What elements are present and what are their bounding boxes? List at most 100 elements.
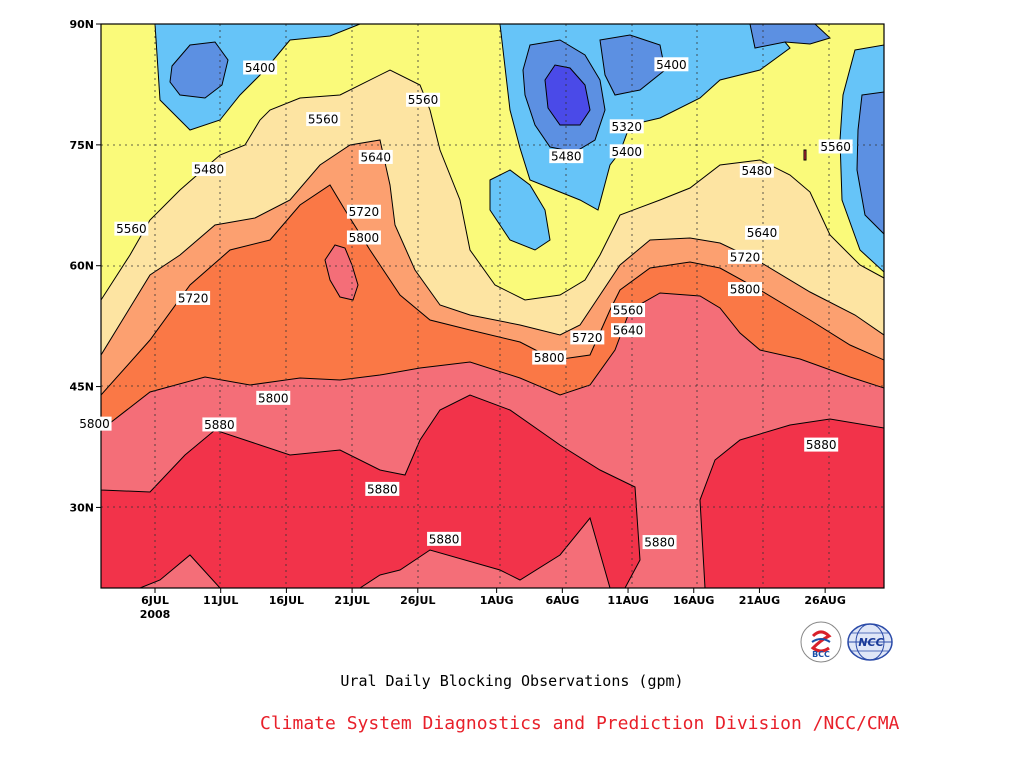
plot-frame <box>100 23 885 589</box>
contour-label: 5720 <box>346 204 381 219</box>
contour-label: 5560 <box>818 139 853 154</box>
x-tick-label: 16JUL <box>269 594 304 607</box>
field-5320 <box>169 24 884 235</box>
contour-label-text: 5880 <box>204 418 235 432</box>
contour-label-bg <box>306 112 341 127</box>
y-tick-label: 60N <box>69 260 94 273</box>
x-tick-label: 16AUG <box>673 594 714 607</box>
contour-label-bg <box>406 92 441 107</box>
contour-label-text: 5880 <box>644 536 675 550</box>
contour-label: 5640 <box>358 149 393 164</box>
contour-label: 5800 <box>77 416 112 431</box>
contour-label: 5880 <box>427 531 462 546</box>
contour-labels: 5400 5560 5480 5560 5640 5560 5720 5800 5720 5800… <box>77 57 853 550</box>
contour-label-text: 5560 <box>613 304 644 318</box>
contour-label-bg <box>427 531 462 546</box>
blocking-contour-chart: 5400 5560 5480 5560 5640 5560 5720 5800 5720 5800… <box>69 18 885 621</box>
contour-label: 5560 <box>114 221 149 236</box>
contour-label-bg <box>727 249 762 264</box>
contour-label-text: 5400 <box>611 145 642 159</box>
contour-label-text: 5880 <box>806 438 837 452</box>
y-tick-label: 75N <box>69 139 94 152</box>
contour-label-text: 5560 <box>408 93 439 107</box>
x-tick-label: 21JUL <box>334 594 369 607</box>
contour-label-text: 5720 <box>349 205 380 219</box>
x-tick-label: 1AUG <box>480 594 514 607</box>
y-tick-label: 90N <box>69 18 94 31</box>
y-tick-label: 45N <box>69 381 94 394</box>
contour-label: 5400 <box>243 60 278 75</box>
contour-label-bg <box>346 204 381 219</box>
contour-label-text: 5720 <box>730 250 761 264</box>
contour-label-bg <box>609 144 644 159</box>
contour-label-text: 5560 <box>820 140 851 154</box>
ncc-logo-icon: NCC <box>846 620 893 664</box>
contour-label: 5720 <box>176 290 211 305</box>
contour-label-text: 5480 <box>551 150 582 164</box>
contour-label-text: 5720 <box>572 331 603 345</box>
field-5880-cell <box>803 149 807 161</box>
contour-label-text: 5560 <box>308 113 339 127</box>
contour-fields <box>101 24 884 588</box>
contour-label-bg <box>727 282 762 297</box>
contour-label: 5880 <box>804 437 839 452</box>
contour-label-bg <box>745 225 780 240</box>
contour-label-bg <box>243 60 278 75</box>
field-5800-cell <box>324 244 359 301</box>
contour-label: 5800 <box>346 230 381 245</box>
contour-label-bg <box>256 390 291 405</box>
contour-label-bg <box>114 221 149 236</box>
contour-label-text: 5880 <box>367 482 398 496</box>
contour-label-bg <box>191 162 226 177</box>
contour-label: 5880 <box>365 481 400 496</box>
contour-label-bg <box>365 481 400 496</box>
contour-label-text: 5400 <box>245 61 276 75</box>
contour-label: 5640 <box>611 323 646 338</box>
contour-label: 5560 <box>406 92 441 107</box>
contour-label-bg <box>642 535 677 550</box>
contour-label: 5400 <box>654 57 689 72</box>
contour-label-text: 5880 <box>429 532 460 546</box>
contour-label-bg <box>532 350 567 365</box>
contour-label: 5880 <box>642 535 677 550</box>
contour-label-text: 5640 <box>747 226 778 240</box>
contour-label-bg <box>611 303 646 318</box>
chart-caption: Ural Daily Blocking Observations (gpm) <box>340 672 684 690</box>
contour-label-text: 5800 <box>349 231 380 245</box>
x-tick-label: 6AUG <box>545 594 579 607</box>
contour-label: 5480 <box>739 163 774 178</box>
y-tick-label: 30N <box>69 501 94 514</box>
ncc-logo-text: NCC <box>858 636 883 649</box>
contour-label: 5480 <box>549 149 584 164</box>
contour-label: 5560 <box>306 112 341 127</box>
contour-label-text: 5480 <box>742 164 773 178</box>
contour-label: 5800 <box>532 350 567 365</box>
contour-label-text: 5400 <box>656 58 687 72</box>
bcc-logo-icon: BCC <box>799 620 843 664</box>
contour-label: 5800 <box>727 282 762 297</box>
contour-label-bg <box>202 417 237 432</box>
field-lt5320 <box>544 64 591 126</box>
x-tick-label: 11JUL <box>203 594 238 607</box>
contour-label-bg <box>570 330 605 345</box>
x-tick-label: 11AUG <box>607 594 648 607</box>
credit-line: Climate System Diagnostics and Predictio… <box>260 713 900 734</box>
contour-label: 5720 <box>570 330 605 345</box>
contour-label-bg <box>549 149 584 164</box>
contour-label-text: 5560 <box>116 222 147 236</box>
contour-label-bg <box>609 119 644 134</box>
contour-label: 5880 <box>202 417 237 432</box>
contour-label-bg <box>611 323 646 338</box>
contour-label-bg <box>346 230 381 245</box>
contour-label: 5800 <box>256 390 291 405</box>
contour-label: 5560 <box>611 303 646 318</box>
contour-label-text: 5800 <box>534 351 565 365</box>
contour-label: 5640 <box>745 225 780 240</box>
contour-label: 5720 <box>727 249 762 264</box>
contour-label-bg <box>818 139 853 154</box>
contour-label-text: 5640 <box>360 150 391 164</box>
contour-label: 5320 <box>609 119 644 134</box>
contour-label-bg <box>176 290 211 305</box>
contour-label-text: 5800 <box>79 417 110 431</box>
x-tick-label: 26AUG <box>804 594 845 607</box>
